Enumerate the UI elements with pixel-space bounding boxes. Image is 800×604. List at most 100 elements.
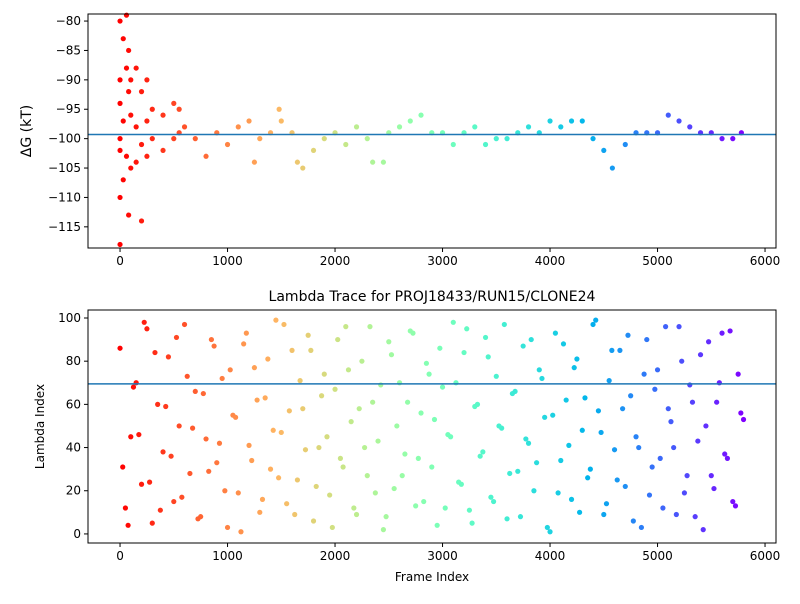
point [622,141,628,148]
point [176,423,182,429]
point [200,390,206,397]
point [126,89,132,95]
point [192,388,198,395]
point [474,401,481,407]
point [335,336,341,343]
point [171,136,177,142]
x-axis-label: Frame Index [395,570,469,584]
point [370,159,376,165]
point [722,451,728,457]
x-tick-label: 4000 [535,254,566,268]
point [321,136,327,142]
point [539,375,545,382]
point [585,475,591,481]
y-axis-label: Lambda Index [33,384,47,469]
point [533,460,540,466]
point [138,218,145,224]
point [668,419,674,425]
point [617,347,623,353]
point [351,505,357,511]
point [477,453,483,459]
point [211,343,217,349]
point [469,520,475,526]
y-tick-label: −80 [56,14,81,28]
point [528,336,534,343]
y-tick-label: −95 [56,102,81,116]
point [241,341,247,347]
point [144,118,150,124]
point [418,410,424,416]
point [120,36,126,42]
point [464,326,470,332]
point [310,147,317,154]
point [515,468,521,474]
point [396,124,403,130]
point [619,406,626,412]
point [410,330,416,336]
point [595,408,602,414]
point [305,332,311,338]
point [587,466,593,472]
point [609,165,615,171]
point [450,319,456,325]
point [517,514,524,520]
point [579,118,585,124]
point [679,358,685,364]
point [657,455,663,461]
y-axis-label: ΔG (kT) [19,105,35,157]
point [316,444,322,451]
point [343,324,349,330]
point [482,334,489,341]
point [415,455,421,461]
point [286,408,292,414]
point [574,356,580,362]
point [404,399,411,405]
point [488,494,494,500]
point [117,100,123,106]
point [308,347,314,353]
point [380,527,387,533]
y-tick-label: −110 [48,190,81,204]
point [254,397,260,403]
point [375,438,381,444]
point [695,438,701,444]
x-tick-label: 3000 [427,254,458,268]
point [300,165,306,171]
point [590,321,596,328]
point [598,429,604,436]
point [168,453,174,459]
point [687,124,693,130]
point [173,334,180,341]
point [652,386,658,392]
point [388,352,395,358]
point [544,524,550,531]
point [601,511,607,518]
y-tick-label: 60 [66,397,81,411]
point [364,473,370,479]
point [353,511,360,518]
point [318,393,325,399]
x-tick-label: 6000 [750,549,781,563]
point [163,403,169,410]
point [429,464,435,470]
point [622,483,628,490]
point [181,124,188,130]
point [324,434,330,440]
point [123,153,130,159]
y-tick-label: 0 [73,527,81,541]
point [558,124,564,130]
point [126,47,132,54]
point [189,425,196,431]
axes-frame [87,13,777,249]
point [730,136,736,142]
point [665,406,671,412]
point [700,527,706,533]
point [270,427,276,433]
point [321,371,327,377]
point [735,371,741,377]
point [144,326,150,332]
point [630,518,636,524]
point [380,159,387,165]
point [273,317,279,323]
point [219,375,225,382]
